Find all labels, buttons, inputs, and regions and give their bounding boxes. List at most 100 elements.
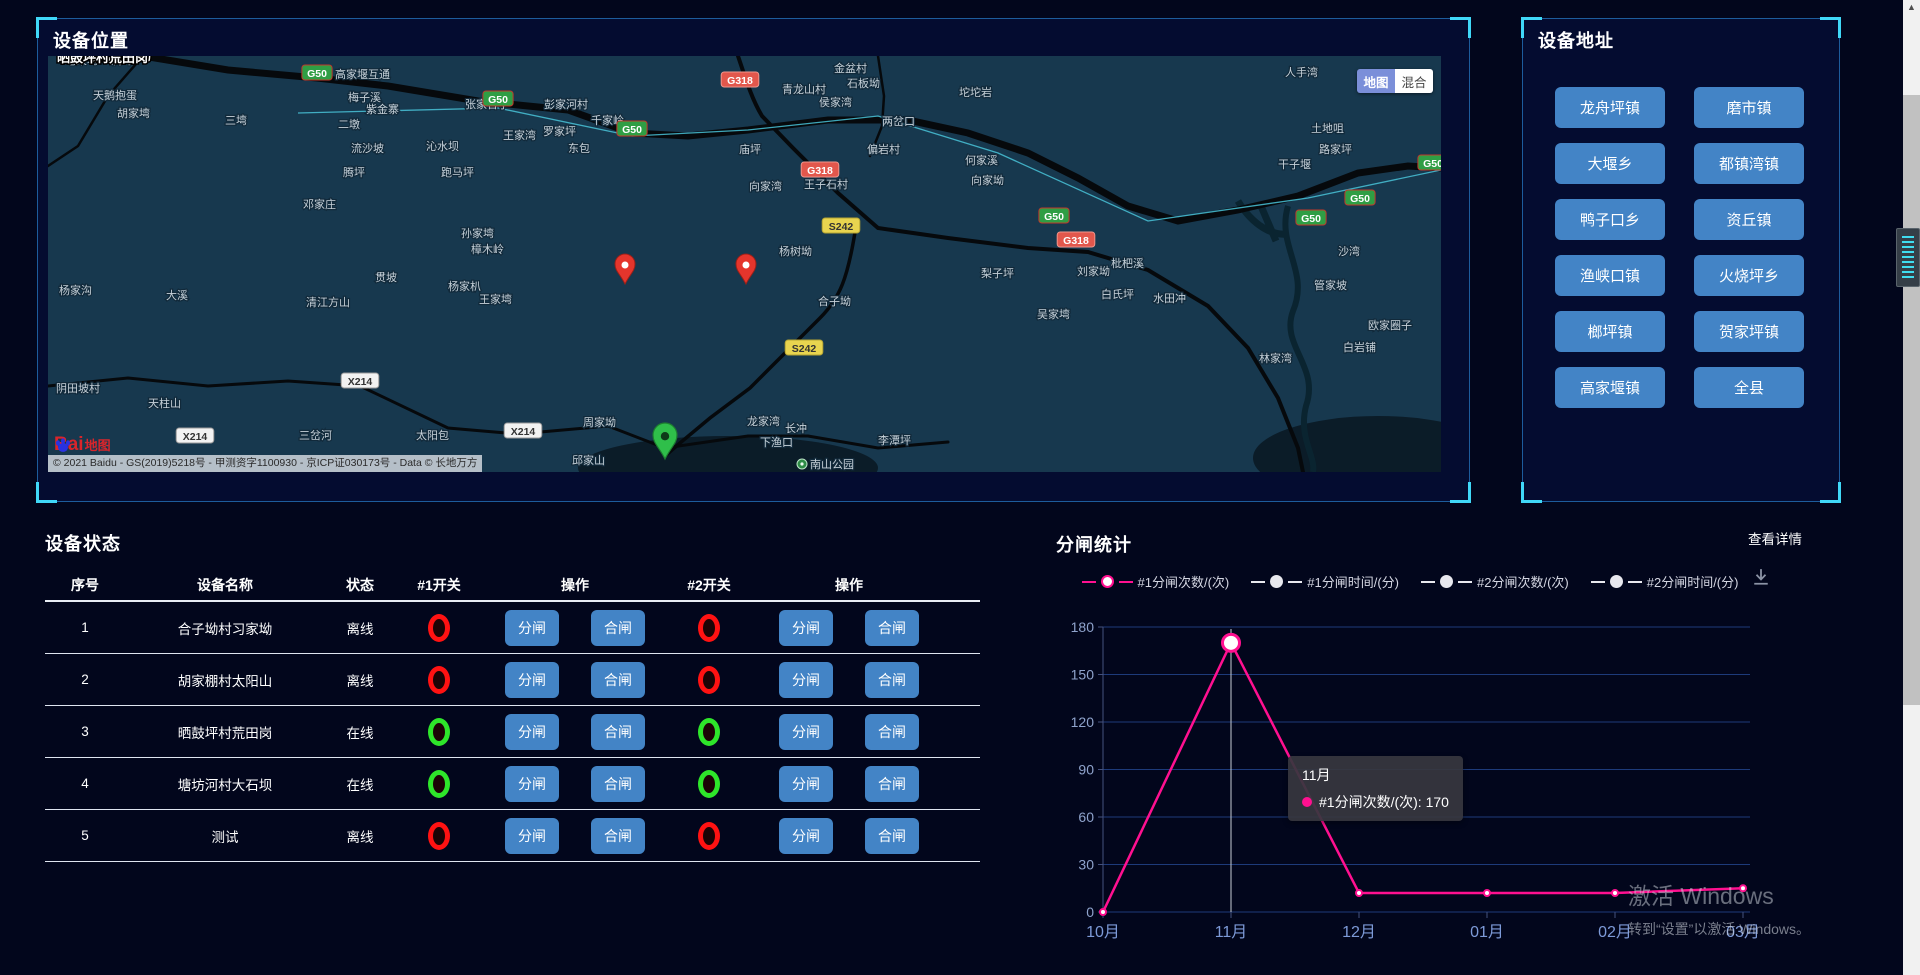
open-switch-1-button[interactable]: 分闸 bbox=[505, 817, 559, 854]
address-button-磨市镇[interactable]: 磨市镇 bbox=[1694, 87, 1804, 128]
open-switch-1-button[interactable]: 分闸 bbox=[505, 765, 559, 802]
device-status: 在线 bbox=[346, 777, 374, 793]
open-switch-2-button[interactable]: 分闸 bbox=[779, 817, 833, 854]
x-tick-label: 11月 bbox=[1215, 924, 1248, 941]
address-button-全县[interactable]: 全县 bbox=[1694, 367, 1804, 408]
data-point[interactable] bbox=[1611, 889, 1619, 897]
close-switch-2-button[interactable]: 合闸 bbox=[865, 609, 919, 646]
close-switch-2-button[interactable]: 合闸 bbox=[865, 661, 919, 698]
road-badge: G50 bbox=[488, 94, 508, 106]
device-marker-green[interactable] bbox=[652, 422, 678, 461]
row-number: 4 bbox=[81, 776, 89, 791]
address-button-资丘镇[interactable]: 资丘镇 bbox=[1694, 199, 1804, 240]
legend-part bbox=[1081, 580, 1096, 583]
map-type-toggle[interactable]: 地图 混合 bbox=[1357, 69, 1433, 93]
close-switch-1-button[interactable]: 合闸 bbox=[591, 817, 645, 854]
data-point[interactable] bbox=[1739, 884, 1747, 893]
map-label: 水田冲 bbox=[1153, 291, 1186, 305]
close-switch-2-button[interactable]: 合闸 bbox=[865, 765, 919, 802]
data-point[interactable] bbox=[1355, 889, 1363, 897]
legend-item-#2分闸时间/(分)[interactable]: #2分闸时间/(分) bbox=[1590, 572, 1738, 591]
map-label: 侯家湾 bbox=[819, 95, 852, 109]
column-header: 状态 bbox=[346, 577, 374, 593]
open-switch-2-button[interactable]: 分闸 bbox=[779, 609, 833, 646]
legend-item-#1分闸时间/(分)[interactable]: #1分闸时间/(分) bbox=[1251, 572, 1399, 591]
open-switch-1-button[interactable]: 分闸 bbox=[505, 713, 559, 750]
open-switch-2-button[interactable]: 分闸 bbox=[779, 713, 833, 750]
baidu-map[interactable]: 笔架塆 涧坪 天鹅抱蛋 胡家塆 三塆 高家堰互通 梅子溪 紫金寨 二墩 流沙坡 沁水坝 腾坪 跑马坪 邓家… bbox=[48, 56, 1441, 472]
data-point[interactable] bbox=[1221, 632, 1241, 653]
address-button-贺家坪镇[interactable]: 贺家坪镇 bbox=[1694, 311, 1804, 352]
corner-bracket bbox=[1521, 17, 1542, 38]
map-label: 天鹅抱蛋 bbox=[93, 88, 137, 102]
table-row: 2 胡家棚村太阳山 离线 分闸 合闸 分闸 合闸 bbox=[45, 654, 980, 706]
close-switch-2-button[interactable]: 合闸 bbox=[865, 713, 919, 750]
address-button-龙舟坪镇[interactable]: 龙舟坪镇 bbox=[1555, 87, 1665, 128]
device-marker-red[interactable] bbox=[614, 253, 636, 286]
open-switch-1-button[interactable]: 分闸 bbox=[505, 661, 559, 698]
address-button-大堰乡[interactable]: 大堰乡 bbox=[1555, 143, 1665, 184]
open-switch-2-button[interactable]: 分闸 bbox=[779, 765, 833, 802]
road-badge: X214 bbox=[511, 426, 536, 438]
device-address-title: 设备地址 bbox=[1538, 31, 1614, 51]
y-tick-label: 60 bbox=[1078, 809, 1094, 825]
scrollbar-thumb[interactable] bbox=[1903, 95, 1920, 705]
map-label: 青龙山村 bbox=[782, 82, 826, 96]
open-switch-2-button[interactable]: 分闸 bbox=[779, 661, 833, 698]
map-label: 沙湾 bbox=[1338, 244, 1360, 258]
address-button-渔峡口镇[interactable]: 渔峡口镇 bbox=[1555, 255, 1665, 296]
address-button-鸭子口乡[interactable]: 鸭子口乡 bbox=[1555, 199, 1665, 240]
map-label: 腾坪 bbox=[343, 165, 365, 179]
map-label: 欧家圈子 bbox=[1368, 318, 1412, 332]
road-badge: G50 bbox=[307, 68, 327, 80]
address-button-榔坪镇[interactable]: 榔坪镇 bbox=[1555, 311, 1665, 352]
corner-bracket bbox=[1820, 482, 1841, 503]
map-label: 阴田坡村 bbox=[56, 381, 100, 395]
switch-status-light-red bbox=[428, 665, 450, 694]
map-toggle-地图[interactable]: 地图 bbox=[1357, 69, 1395, 93]
road-badge: G318 bbox=[807, 165, 833, 177]
device-address-panel: 设备地址 龙舟坪镇 磨市镇 大堰乡 都镇湾镇 鸭子口乡 资丘镇 渔峡口镇 火烧坪乡 榔坪镇 贺家坪… bbox=[1521, 17, 1841, 503]
map-label: 邱家山 bbox=[572, 453, 605, 467]
page-scrollbar[interactable]: ▲ bbox=[1903, 0, 1920, 975]
road-badge: G50 bbox=[1301, 213, 1321, 225]
table-row: 4 塘坊河村大石坝 在线 分闸 合闸 分闸 合闸 bbox=[45, 758, 980, 810]
legend-item-#2分闸次数/(次)[interactable]: #2分闸次数/(次) bbox=[1421, 572, 1569, 591]
address-button-都镇湾镇[interactable]: 都镇湾镇 bbox=[1694, 143, 1804, 184]
row-number: 3 bbox=[81, 724, 89, 739]
map-river bbox=[297, 107, 1441, 222]
data-point[interactable] bbox=[1099, 908, 1107, 916]
close-switch-2-button[interactable]: 合闸 bbox=[865, 817, 919, 854]
map-label: 偏岩村 bbox=[867, 142, 900, 156]
address-button-火烧坪乡[interactable]: 火烧坪乡 bbox=[1694, 255, 1804, 296]
address-button-高家堰镇[interactable]: 高家堰镇 bbox=[1555, 367, 1665, 408]
scroll-up-button[interactable]: ▲ bbox=[1907, 2, 1916, 12]
road-badge: X214 bbox=[183, 431, 208, 443]
map-label: 二墩 bbox=[338, 117, 360, 131]
download-icon[interactable] bbox=[1752, 567, 1770, 587]
column-header: #1开关 bbox=[417, 577, 461, 593]
device-marker-red[interactable] bbox=[735, 253, 757, 286]
data-point[interactable] bbox=[1483, 889, 1491, 897]
close-switch-1-button[interactable]: 合闸 bbox=[591, 661, 645, 698]
road-badge: G318 bbox=[727, 75, 753, 87]
map-toggle-混合[interactable]: 混合 bbox=[1395, 69, 1433, 93]
close-switch-1-button[interactable]: 合闸 bbox=[591, 609, 645, 646]
corner-bracket bbox=[1521, 482, 1542, 503]
view-details-link[interactable]: 查看详情 bbox=[1748, 532, 1802, 547]
map-label: 樟木岭 bbox=[471, 242, 504, 256]
legend-item-#1分闸次数/(次)[interactable]: #1分闸次数/(次) bbox=[1081, 572, 1229, 591]
device-marker-label: 合子坳村习家坳 bbox=[60, 56, 151, 63]
map-label: 王子石村 bbox=[804, 177, 848, 191]
map-device-markers[interactable]: 胡家棚村太阳山合子坳村习家坳晒鼓坪村荒田岗 bbox=[56, 56, 757, 461]
close-switch-1-button[interactable]: 合闸 bbox=[591, 765, 645, 802]
corner-bracket bbox=[36, 17, 57, 38]
close-switch-1-button[interactable]: 合闸 bbox=[591, 713, 645, 750]
switch-status-light-red bbox=[428, 821, 450, 850]
open-switch-1-button[interactable]: 分闸 bbox=[505, 609, 559, 646]
map-label: 涧坪 bbox=[111, 56, 133, 67]
device-status: 离线 bbox=[346, 829, 374, 845]
chart-legend: #1分闸次数/(次) #1分闸时间/(分) #2分闸次数/(次) #2分闸时间/(分) bbox=[1040, 572, 1780, 591]
